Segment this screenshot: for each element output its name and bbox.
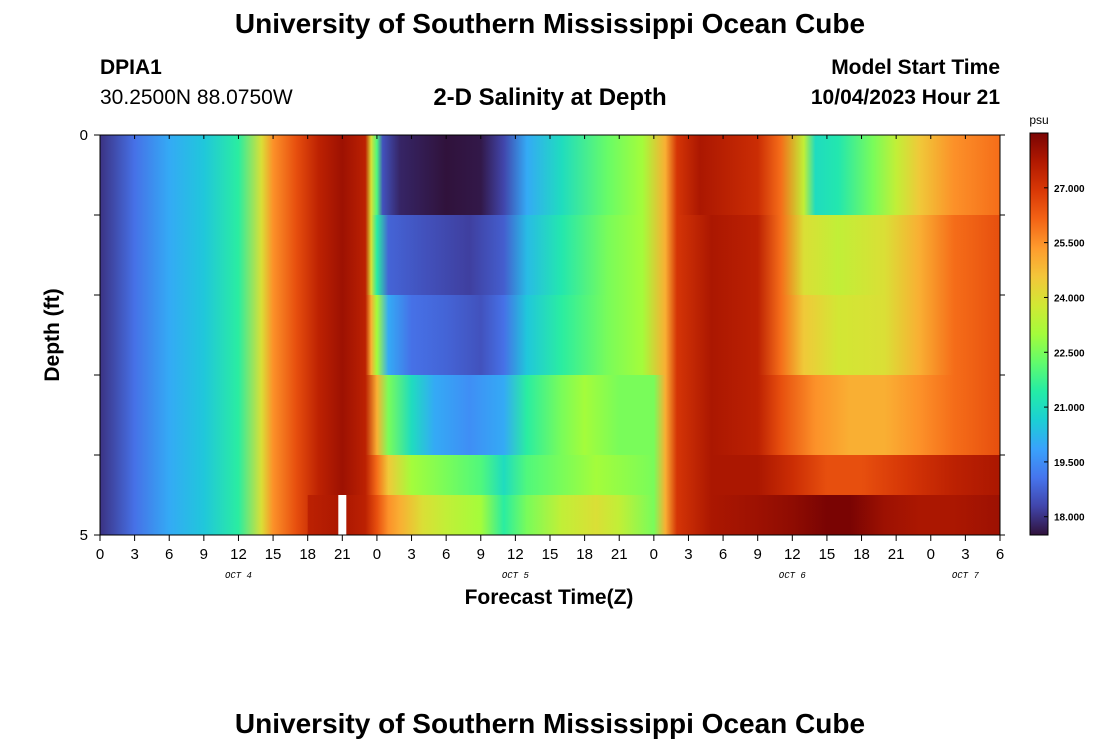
depth-layer-3 — [100, 375, 1000, 455]
colorbar-tick-label: 21.000 — [1054, 403, 1085, 414]
missing-data-marker — [338, 495, 347, 535]
station-coordinates: 30.2500N 88.0750W — [100, 86, 293, 109]
footer-title: University of Southern Mississippi Ocean… — [234, 708, 866, 739]
model-start-value: 10/04/2023 Hour 21 — [810, 86, 1000, 109]
x-tick-label: 21 — [611, 546, 628, 563]
day-label: OCT 7 — [952, 571, 980, 581]
depth-layer-2 — [100, 295, 1000, 375]
x-tick-label: 6 — [442, 546, 450, 563]
heatmap-plot-area — [100, 135, 1000, 535]
x-tick-label: 0 — [373, 546, 381, 563]
x-tick-label: 21 — [888, 546, 905, 563]
colorbar-tick-label: 25.500 — [1054, 239, 1085, 250]
depth-layer-0 — [100, 135, 1000, 215]
day-label: OCT 6 — [779, 571, 807, 581]
colorbar-tick-label: 27.000 — [1054, 184, 1085, 195]
x-tick-label: 9 — [477, 546, 485, 563]
chart-axes: 0 3 6 9 12 15 18 21 0 3 6 9 12 15 18 21 0 3 6 9 12 15 18 21 0 3 6 O… — [80, 127, 1005, 581]
x-tick-label: 9 — [200, 546, 208, 563]
colorbar-tick-label: 19.500 — [1054, 458, 1085, 469]
colorbar-legend: psu 18.000 19.500 21.000 22.500 24.000 25.500 2… — [1029, 113, 1085, 536]
chart-subtitle: 2-D Salinity at Depth — [433, 84, 667, 111]
chart-main-title: University of Southern Mississippi Ocean… — [234, 8, 866, 39]
x-tick-label: 15 — [542, 546, 559, 563]
y-axis-title: Depth (ft) — [41, 288, 64, 381]
model-start-label: Model Start Time — [831, 56, 1000, 79]
colorbar-tick-label: 24.000 — [1054, 293, 1085, 304]
x-tick-label: 12 — [784, 546, 801, 563]
x-tick-label: 15 — [819, 546, 836, 563]
x-tick-label: 18 — [853, 546, 870, 563]
colorbar-tick-label: 22.500 — [1054, 348, 1085, 359]
depth-layer-1 — [100, 215, 1000, 295]
depth-layer-5 — [307, 495, 1000, 535]
x-tick-label: 0 — [650, 546, 658, 563]
x-tick-label: 12 — [230, 546, 247, 563]
x-tick-label: 6 — [165, 546, 173, 563]
x-tick-label: 12 — [507, 546, 524, 563]
x-tick-label: 3 — [961, 546, 969, 563]
y-tick-label: 5 — [80, 527, 88, 544]
x-tick-label: 18 — [576, 546, 593, 563]
x-tick-label: 18 — [299, 546, 316, 563]
day-label: OCT 4 — [225, 571, 252, 581]
x-tick-label: 0 — [96, 546, 104, 563]
x-tick-label: 21 — [334, 546, 351, 563]
colorbar-unit: psu — [1029, 113, 1048, 127]
x-tick-label: 0 — [927, 546, 935, 563]
x-tick-label: 3 — [407, 546, 415, 563]
x-axis-title: Forecast Time(Z) — [465, 586, 634, 609]
x-tick-label: 3 — [130, 546, 138, 563]
day-label: OCT 5 — [502, 571, 530, 581]
x-tick-label: 6 — [719, 546, 727, 563]
x-tick-label: 3 — [684, 546, 692, 563]
x-tick-label: 15 — [265, 546, 282, 563]
station-id: DPIA1 — [100, 56, 162, 79]
colorbar-tick-label: 18.000 — [1054, 513, 1085, 524]
x-tick-label: 6 — [996, 546, 1004, 563]
x-tick-label: 9 — [754, 546, 762, 563]
y-tick-label: 0 — [80, 127, 88, 144]
colorbar-scale — [1029, 132, 1049, 536]
